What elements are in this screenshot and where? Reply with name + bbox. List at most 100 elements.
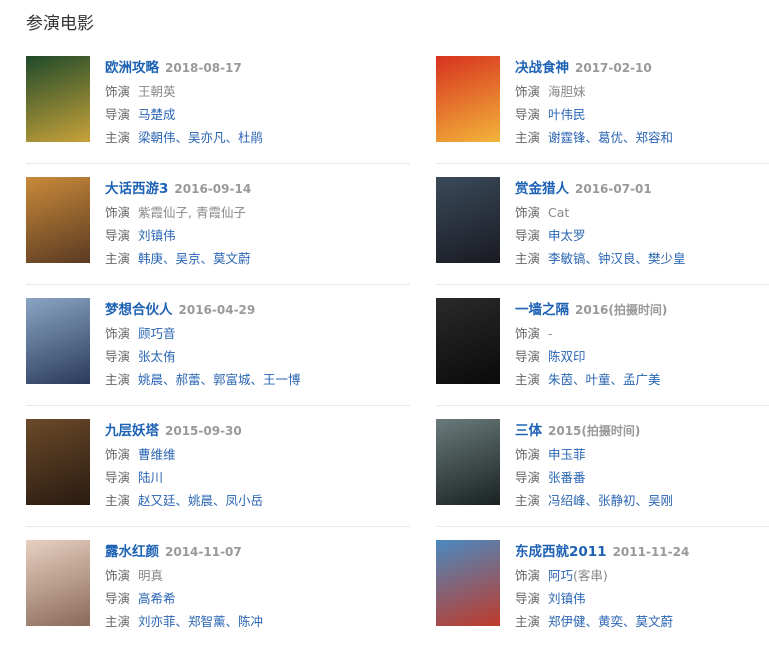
cast-links[interactable]: 冯绍峰、张静初、吴刚	[548, 493, 674, 508]
movie-poster[interactable]	[436, 298, 500, 384]
role-label: 饰演	[105, 326, 131, 341]
movie-poster[interactable]	[26, 540, 90, 626]
release-date: 2016-09-14	[174, 182, 252, 196]
director-link[interactable]: 马楚成	[138, 107, 176, 122]
cast-links[interactable]: 李敏镐、钟汉良、樊少皇	[548, 251, 686, 266]
release-date: 2011-11-24	[612, 545, 690, 559]
cast-label: 主演	[105, 614, 131, 629]
release-date: 2016-07-01	[575, 182, 652, 196]
role-value[interactable]: 顾巧音	[138, 326, 176, 341]
role-label: 饰演	[105, 205, 131, 220]
role-label: 饰演	[515, 205, 541, 220]
director-link[interactable]: 叶伟民	[548, 107, 586, 122]
movie-poster[interactable]	[436, 540, 500, 626]
director-link[interactable]: 刘镇伟	[548, 591, 586, 606]
release-date: 2018-08-17	[165, 61, 242, 75]
movie-title-link[interactable]: 三体	[515, 423, 542, 439]
movie-poster[interactable]	[26, 298, 90, 384]
release-date: 2014-11-07	[165, 545, 242, 559]
role-label: 饰演	[515, 568, 541, 583]
role-value: 王朝英	[138, 84, 176, 99]
section-heading: 参演电影	[26, 14, 94, 34]
director-label: 导演	[105, 591, 131, 606]
cast-links[interactable]: 韩庚、吴京、莫文蔚	[138, 251, 251, 266]
movie-title-link[interactable]: 一墙之隔	[515, 302, 569, 318]
movie-item: 三体 2015(拍摄时间) 饰演 申玉菲 导演 张番番 主演 冯绍峰、张静初、吴刚	[436, 419, 769, 527]
cast-links[interactable]: 赵又廷、姚晨、凤小岳	[138, 493, 264, 508]
cast-label: 主演	[515, 251, 541, 266]
movie-title-link[interactable]: 决战食神	[515, 60, 569, 76]
movie-poster[interactable]	[436, 56, 500, 142]
cast-label: 主演	[105, 493, 131, 508]
director-link[interactable]: 张太侑	[138, 349, 176, 364]
director-label: 导演	[105, 228, 131, 243]
movie-poster[interactable]	[436, 177, 500, 263]
movie-item: 梦想合伙人 2016-04-29 饰演 顾巧音 导演 张太侑 主演 姚晨、郝蕾、郭富城、…	[26, 298, 410, 406]
cast-links[interactable]: 梁朝伟、吴亦凡、杜鹃	[138, 130, 264, 145]
director-label: 导演	[515, 349, 541, 364]
cast-label: 主演	[515, 372, 541, 387]
movie-title-link[interactable]: 赏金猎人	[515, 181, 569, 197]
cast-links[interactable]: 刘亦菲、郑智薰、陈冲	[138, 614, 264, 629]
role-value: 海胆妹	[548, 84, 586, 99]
role-label: 饰演	[515, 84, 541, 99]
director-link[interactable]: 刘镇伟	[138, 228, 176, 243]
director-link[interactable]: 高希希	[138, 591, 176, 606]
movie-title-link[interactable]: 梦想合伙人	[105, 302, 173, 318]
director-label: 导演	[105, 349, 131, 364]
director-label: 导演	[105, 107, 131, 122]
release-date: 2015-09-30	[165, 424, 242, 438]
role-label: 饰演	[105, 84, 131, 99]
movie-item: 一墙之隔 2016(拍摄时间) 饰演 - 导演 陈双印 主演 朱茵、叶童、孟广美	[436, 298, 769, 406]
cast-links[interactable]: 姚晨、郝蕾、郭富城、王一博	[138, 372, 301, 387]
role-label: 饰演	[515, 326, 541, 341]
cast-label: 主演	[515, 614, 541, 629]
director-label: 导演	[105, 470, 131, 485]
role-value[interactable]: 曹维维	[138, 447, 176, 462]
role-label: 饰演	[515, 447, 541, 462]
cast-label: 主演	[105, 130, 131, 145]
movie-poster[interactable]	[26, 177, 90, 263]
movie-poster[interactable]	[26, 419, 90, 505]
role-label: 饰演	[105, 447, 131, 462]
cast-links[interactable]: 郑伊健、黄奕、莫文蔚	[548, 614, 674, 629]
director-label: 导演	[515, 470, 541, 485]
role-value[interactable]: 申玉菲	[548, 447, 586, 462]
role-value: 紫霞仙子, 青霞仙子	[138, 205, 246, 220]
cast-label: 主演	[515, 493, 541, 508]
movie-title-link[interactable]: 欧洲攻略	[105, 60, 159, 76]
director-label: 导演	[515, 228, 541, 243]
director-label: 导演	[515, 107, 541, 122]
movie-item: 露水红颜 2014-11-07 饰演 明真 导演 高希希 主演 刘亦菲、郑智薰、陈冲	[26, 540, 410, 648]
role-value: -	[548, 326, 553, 341]
role-value: Cat	[548, 205, 570, 220]
role-label: 饰演	[105, 568, 131, 583]
movie-title-link[interactable]: 九层妖塔	[105, 423, 159, 439]
role-note: (客串)	[573, 568, 608, 583]
cast-label: 主演	[105, 251, 131, 266]
release-date: 2016-04-29	[178, 303, 256, 317]
movie-item: 赏金猎人 2016-07-01 饰演 Cat 导演 申太罗 主演 李敏镐、钟汉良、樊少皇	[436, 177, 769, 285]
director-link[interactable]: 申太罗	[548, 228, 586, 243]
cast-links[interactable]: 谢霆锋、葛优、郑容和	[548, 130, 674, 145]
cast-label: 主演	[105, 372, 131, 387]
role-value[interactable]: 阿巧	[548, 568, 574, 583]
role-value: 明真	[138, 568, 164, 583]
movie-poster[interactable]	[26, 56, 90, 142]
release-date: 2016(拍摄时间)	[575, 303, 668, 317]
movie-item: 九层妖塔 2015-09-30 饰演 曹维维 导演 陆川 主演 赵又廷、姚晨、凤小岳	[26, 419, 410, 527]
director-link[interactable]: 张番番	[548, 470, 586, 485]
director-label: 导演	[515, 591, 541, 606]
release-date: 2017-02-10	[575, 61, 652, 75]
movie-title-link[interactable]: 东成西就2011	[515, 544, 607, 560]
director-link[interactable]: 陆川	[138, 470, 164, 485]
cast-links[interactable]: 朱茵、叶童、孟广美	[548, 372, 661, 387]
director-link[interactable]: 陈双印	[548, 349, 586, 364]
release-date: 2015(拍摄时间)	[548, 424, 641, 438]
movie-item: 欧洲攻略 2018-08-17 饰演 王朝英 导演 马楚成 主演 梁朝伟、吴亦凡、杜鹃	[26, 56, 410, 164]
movie-item: 东成西就2011 2011-11-24 饰演 阿巧(客串) 导演 刘镇伟 主演 郑伊健、…	[436, 540, 769, 648]
movie-title-link[interactable]: 大话西游3	[105, 181, 169, 197]
movie-title-link[interactable]: 露水红颜	[105, 544, 159, 560]
movie-item: 决战食神 2017-02-10 饰演 海胆妹 导演 叶伟民 主演 谢霆锋、葛优、郑容和	[436, 56, 769, 164]
movie-poster[interactable]	[436, 419, 500, 505]
